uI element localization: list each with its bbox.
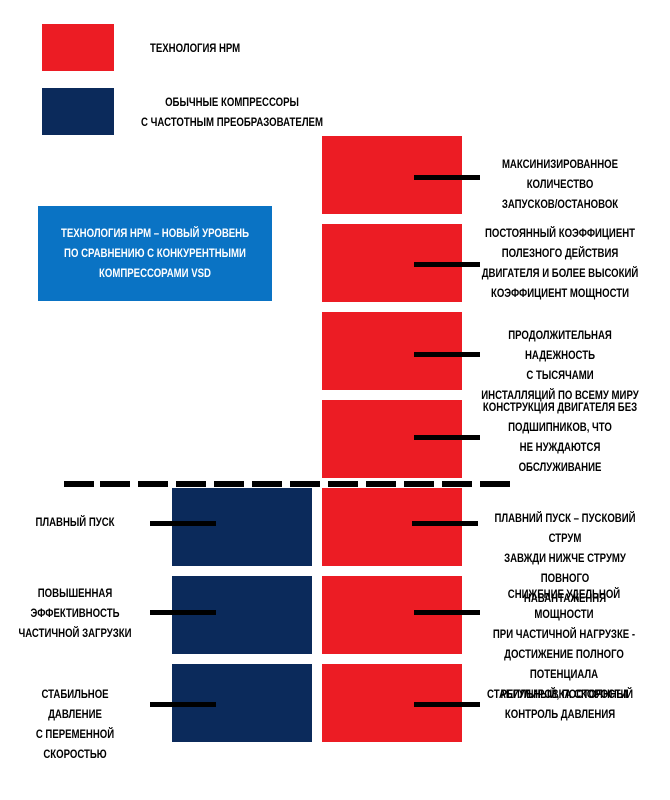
vsd-feature-label-2: ПОВЫШЕННАЯ ЭФФЕКТИВНОСТЬ ЧАСТИЧНОЙ ЗАГРУ… [18, 586, 132, 640]
connector-line [150, 702, 216, 707]
connector-line [414, 262, 480, 267]
connector-line [150, 610, 216, 615]
hpm-block-5 [322, 488, 462, 566]
separator-dash [176, 481, 206, 487]
hpm-shared-label-2: СНИЖЕНИЕ УДЕЛЬНОЙ МОЩНОСТИ ПРИ ЧАСТИЧНОЙ… [492, 587, 636, 701]
legend-hpm-swatch [42, 24, 114, 71]
legend-vsd-swatch [42, 88, 114, 135]
separator-dash [480, 481, 510, 487]
hpm-feature-label-2: ПОСТОЯННЫЙ КОЭФФИЦИЕНТ ПОЛЕЗНОГО ДЕЙСТВИ… [481, 226, 639, 300]
separator-dash [100, 481, 130, 487]
vsd-block-1 [172, 488, 312, 566]
hpm-feature-label-1: МАКСИНИЗИРОВАННОЕ КОЛИЧЕСТВО ЗАПУСКОВ/ОС… [501, 157, 619, 211]
vsd-feature-label-1: ПЛАВНЫЙ ПУСК [35, 515, 115, 529]
vsd-feature-label-3: СТАБИЛЬНОЕ ДАВЛЕНИЕ С ПЕРЕМЕННОЙ СКОРОСТ… [35, 687, 115, 761]
hpm-block-3 [322, 312, 462, 390]
connector-line [414, 175, 480, 180]
connector-line [412, 521, 478, 526]
hpm-shared-label-3: СТАБИЛЬНЫЙ, ПОСТОЯННЫЙ КОНТРОЛЬ ДАВЛЕНИЯ [487, 687, 633, 721]
hpm-shared-label-1: ПЛАВНИЙ ПУСК – ПУСКОВИЙ СТРУМ ЗАВЖДИ НИЖ… [494, 511, 636, 605]
hpm-feature-label-4: КОНСТРУКЦИЯ ДВИГАТЕЛЯ БЕЗ ПОДШИПНИКОВ, Ч… [482, 400, 638, 474]
connector-line [414, 352, 480, 357]
separator-dash [138, 481, 168, 487]
connector-line [150, 521, 216, 526]
legend-vsd-label: ОБЫЧНЫЕ КОМПРЕССОРЫ С ЧАСТОТНЫМ ПРЕОБРАЗ… [141, 95, 323, 129]
hpm-feature-label-3: ПРОДОЛЖИТЕЛЬНАЯ НАДЕЖНОСТЬ С ТЫСЯЧАМИ ИН… [481, 328, 639, 402]
separator-dash [252, 481, 282, 487]
separator-dash [328, 481, 358, 487]
callout-box [38, 206, 272, 301]
connector-line [414, 435, 480, 440]
separator-dash [442, 481, 472, 487]
legend-hpm-label: ТЕХНОЛОГИЯ НРМ [150, 41, 241, 55]
separator-dash [64, 481, 94, 487]
separator-dash [366, 481, 396, 487]
separator-dash [290, 481, 320, 487]
hpm-block-6 [322, 576, 462, 654]
callout-text: ТЕХНОЛОГИЯ НРМ – НОВЫЙ УРОВЕНЬ ПО СРАВНЕ… [60, 226, 249, 280]
connector-line [414, 610, 480, 615]
separator-dash [404, 481, 434, 487]
connector-line [414, 702, 480, 707]
separator-dash [214, 481, 244, 487]
vsd-block-2 [172, 576, 312, 654]
